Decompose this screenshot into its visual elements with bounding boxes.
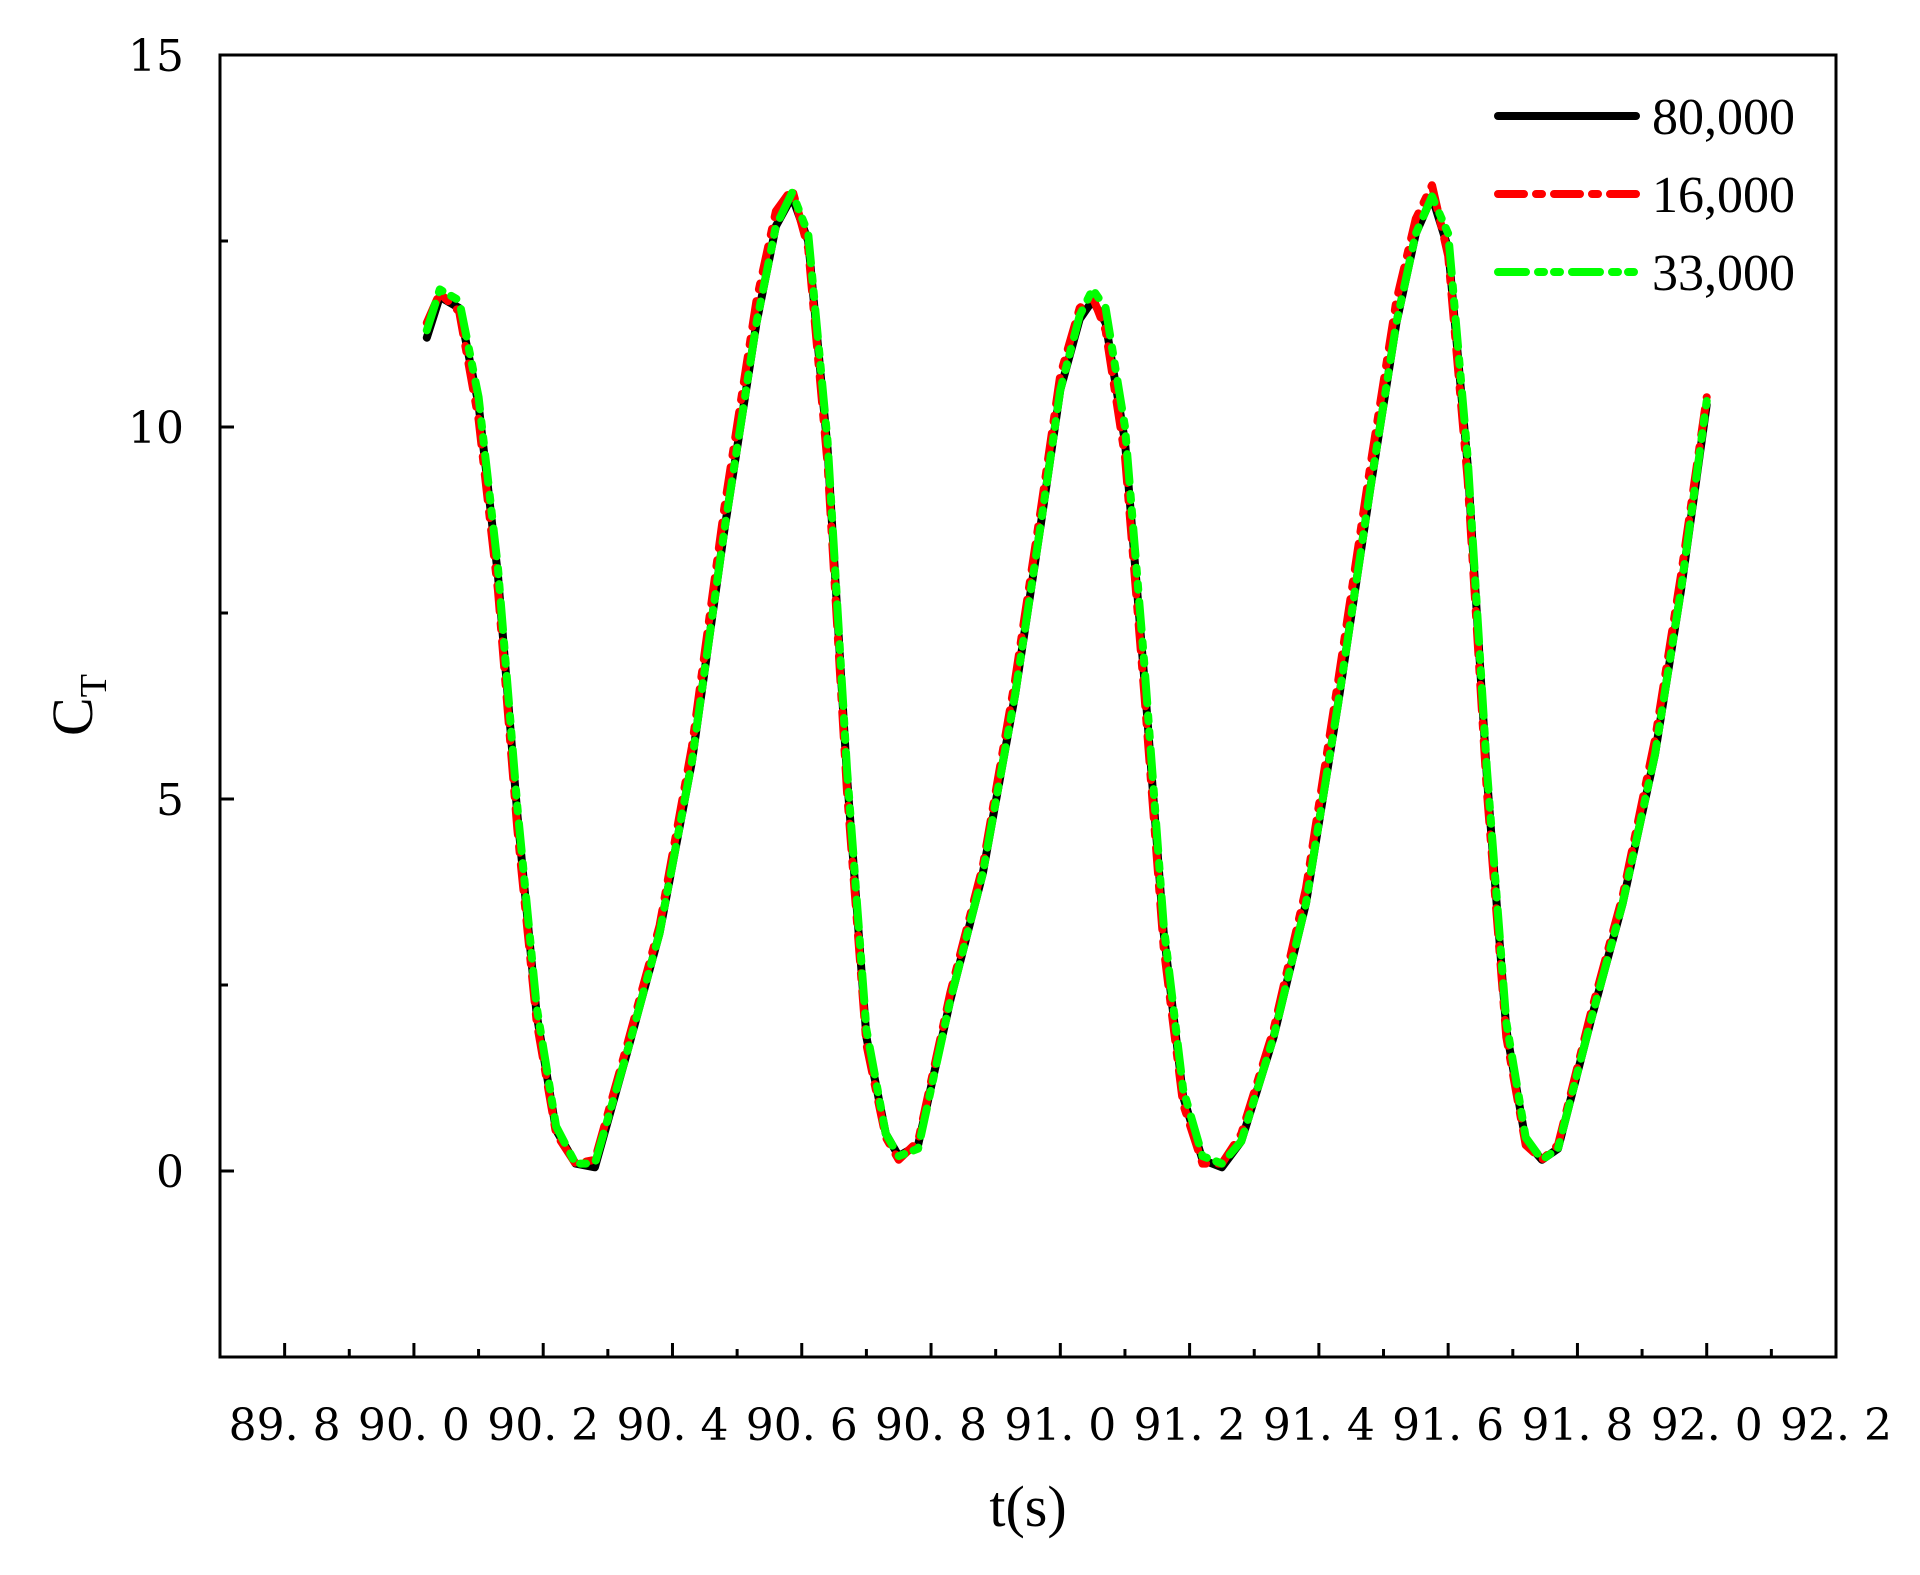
- x-tick-label: 92. 2: [1780, 1400, 1892, 1451]
- series-line-2: [422, 188, 1711, 1168]
- legend-label-0: 80,000: [1652, 89, 1795, 146]
- y-tick-label: 0: [156, 1147, 184, 1198]
- x-tick-label: 90. 8: [875, 1400, 987, 1451]
- y-axis-title-subscript: T: [73, 674, 115, 697]
- x-tick-label: 90. 2: [487, 1400, 599, 1451]
- y-axis-title: CT: [40, 674, 115, 736]
- series-line-1: [422, 181, 1711, 1168]
- axis-ticks: 89. 8 90. 0 90. 2 90. 4 90. 6 90. 8 91. 0 91. 2…: [128, 31, 1892, 1451]
- x-tick-label: 90. 4: [616, 1400, 728, 1451]
- y-tick-label: 15: [128, 31, 184, 82]
- x-axis-title: t(s): [989, 1474, 1066, 1539]
- x-tick-label: 91. 8: [1521, 1400, 1633, 1451]
- series-group: [422, 181, 1711, 1172]
- x-tick-label: 89. 8: [229, 1400, 341, 1451]
- legend: 80,000 16,000 33,000: [1494, 89, 1795, 302]
- y-tick-label: 10: [128, 403, 184, 454]
- x-tick-label: 91. 0: [1004, 1400, 1116, 1451]
- x-tick-label: 90. 0: [358, 1400, 470, 1451]
- legend-label-2: 33,000: [1652, 245, 1795, 302]
- y-tick-label: 5: [156, 775, 184, 826]
- x-tick-label: 92. 0: [1651, 1400, 1763, 1451]
- x-tick-label: 90. 6: [746, 1400, 858, 1451]
- x-tick-label: 91. 4: [1263, 1400, 1375, 1451]
- x-tick-label: 91. 6: [1392, 1400, 1504, 1451]
- x-tick-label: 91. 2: [1134, 1400, 1246, 1451]
- plot-frame: [218, 53, 1838, 1359]
- legend-label-1: 16,000: [1652, 167, 1795, 224]
- y-axis-title-main: C: [40, 697, 105, 736]
